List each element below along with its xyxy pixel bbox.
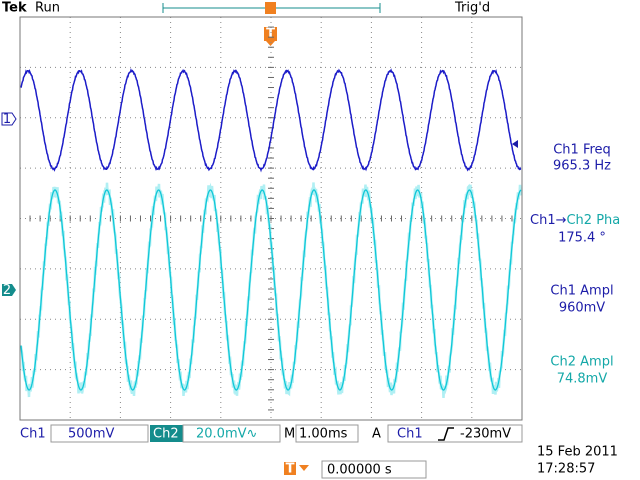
run-state: Run bbox=[35, 1, 60, 16]
meas-label: Ch1→Ch2 Pha bbox=[530, 213, 620, 228]
record-trigger-marker bbox=[265, 2, 276, 14]
ch1-marker bbox=[1, 112, 17, 126]
trigger-slope-icon bbox=[438, 427, 454, 441]
ch2-waveform bbox=[20, 189, 522, 391]
trigger-level: -230mV bbox=[460, 427, 511, 442]
meas-value: 74.8mV bbox=[557, 372, 608, 387]
meas-label-to: Ch2 Pha bbox=[566, 213, 620, 228]
meas-label: Ch2 Ampl bbox=[550, 355, 613, 370]
timebase-box bbox=[295, 424, 359, 443]
ch1-label: Ch1 bbox=[20, 427, 46, 442]
timebase: 1.00ms bbox=[299, 427, 348, 442]
ch1-marker-label: 1 bbox=[3, 112, 11, 127]
graticule bbox=[19, 16, 522, 421]
horizontal-marker: T bbox=[286, 462, 295, 477]
ch2-marker-label: 2 bbox=[3, 283, 11, 298]
timebase-prefix: M bbox=[284, 427, 295, 442]
horizontal-arrow bbox=[299, 465, 309, 471]
horizontal-position-box bbox=[321, 460, 427, 479]
trigger-box bbox=[387, 424, 523, 443]
date: 15 Feb 2011 bbox=[537, 445, 618, 460]
ch2-label-box bbox=[150, 425, 183, 442]
ch1-trigger-level bbox=[512, 140, 518, 148]
waveforms bbox=[19, 68, 523, 398]
ch2-label: Ch2 bbox=[153, 427, 179, 442]
ch2-marker bbox=[2, 284, 16, 296]
graticule-border bbox=[19, 16, 523, 421]
brand: Tek bbox=[2, 1, 27, 16]
ch1-scale-box bbox=[50, 424, 149, 443]
meas-value: 960mV bbox=[559, 301, 605, 316]
meas-label-from: Ch1→ bbox=[530, 213, 567, 228]
ch1-scale: 500mV bbox=[68, 427, 114, 442]
meas-label: Ch1 Freq bbox=[553, 143, 611, 158]
trigger-marker-label: T bbox=[266, 27, 275, 42]
horizontal-marker-box bbox=[284, 462, 296, 475]
meas-value: 965.3 Hz bbox=[553, 159, 611, 174]
ch2-scale: 20.0mV∿ bbox=[196, 427, 257, 442]
ch2-scale-box bbox=[182, 424, 281, 443]
meas-value: 175.4 ° bbox=[558, 231, 606, 246]
trigger-source: Ch1 bbox=[397, 427, 423, 442]
time: 17:28:57 bbox=[537, 462, 595, 477]
meas-label: Ch1 Ampl bbox=[550, 284, 613, 299]
trigger-mode: A bbox=[372, 427, 381, 442]
horizontal-position: 0.00000 s bbox=[327, 463, 392, 478]
trigger-arrow bbox=[266, 41, 275, 46]
trigger-status: Trig'd bbox=[454, 1, 490, 16]
ch1-waveform bbox=[20, 68, 522, 173]
